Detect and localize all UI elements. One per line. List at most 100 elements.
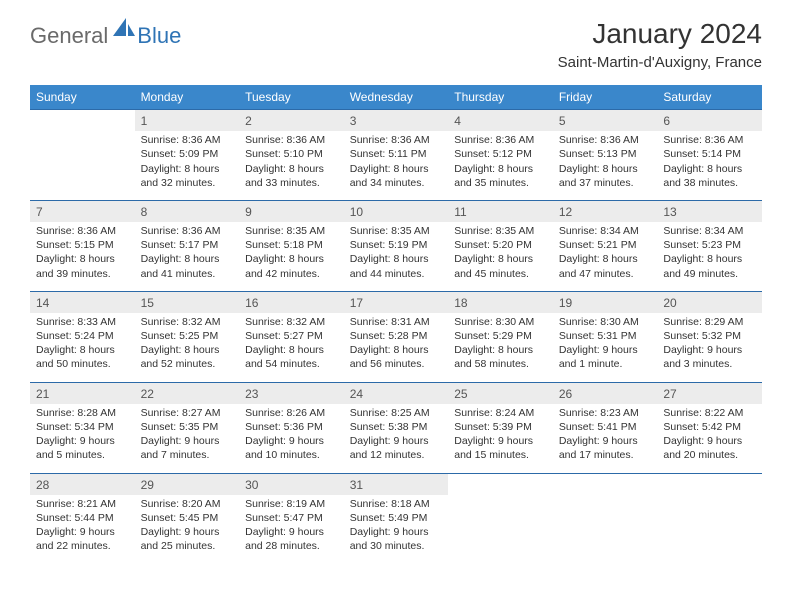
- daylight-text: Daylight: 9 hours: [141, 434, 234, 448]
- day-number: 5: [553, 110, 658, 132]
- daylight-text: Daylight: 9 hours: [350, 434, 443, 448]
- day-info-row: Sunrise: 8:36 AMSunset: 5:09 PMDaylight:…: [30, 131, 762, 200]
- sunset-text: Sunset: 5:19 PM: [350, 238, 443, 252]
- sunrise-text: Sunrise: 8:36 AM: [454, 133, 547, 147]
- daylight-text: Daylight: 8 hours: [663, 252, 756, 266]
- day-cell: Sunrise: 8:36 AMSunset: 5:14 PMDaylight:…: [657, 131, 762, 200]
- day-number: 2: [239, 110, 344, 132]
- day-number: 20: [657, 291, 762, 313]
- day-cell: Sunrise: 8:36 AMSunset: 5:12 PMDaylight:…: [448, 131, 553, 200]
- day-info-row: Sunrise: 8:36 AMSunset: 5:15 PMDaylight:…: [30, 222, 762, 291]
- day-number: 4: [448, 110, 553, 132]
- day-number: 26: [553, 382, 658, 404]
- sunset-text: Sunset: 5:35 PM: [141, 420, 234, 434]
- daylight-text: Daylight: 8 hours: [559, 252, 652, 266]
- day-number: [448, 473, 553, 495]
- day-cell: Sunrise: 8:36 AMSunset: 5:13 PMDaylight:…: [553, 131, 658, 200]
- day-number: 27: [657, 382, 762, 404]
- day-cell: Sunrise: 8:24 AMSunset: 5:39 PMDaylight:…: [448, 404, 553, 473]
- sunset-text: Sunset: 5:28 PM: [350, 329, 443, 343]
- day-number: 24: [344, 382, 449, 404]
- sunrise-text: Sunrise: 8:28 AM: [36, 406, 129, 420]
- sunrise-text: Sunrise: 8:35 AM: [454, 224, 547, 238]
- day-number: 1: [135, 110, 240, 132]
- daylight-text: Daylight: 8 hours: [141, 162, 234, 176]
- sunset-text: Sunset: 5:14 PM: [663, 147, 756, 161]
- sunset-text: Sunset: 5:29 PM: [454, 329, 547, 343]
- logo-sail-icon: [113, 18, 135, 43]
- sunset-text: Sunset: 5:18 PM: [245, 238, 338, 252]
- sunset-text: Sunset: 5:44 PM: [36, 511, 129, 525]
- day-number: 3: [344, 110, 449, 132]
- daylight-text: and 45 minutes.: [454, 267, 547, 281]
- daylight-text: and 12 minutes.: [350, 448, 443, 462]
- day-number: 21: [30, 382, 135, 404]
- daylight-text: and 25 minutes.: [141, 539, 234, 553]
- daylight-text: and 50 minutes.: [36, 357, 129, 371]
- sunrise-text: Sunrise: 8:36 AM: [245, 133, 338, 147]
- daylight-text: Daylight: 9 hours: [141, 525, 234, 539]
- day-number: 19: [553, 291, 658, 313]
- day-number-row: 14151617181920: [30, 291, 762, 313]
- day-cell: Sunrise: 8:23 AMSunset: 5:41 PMDaylight:…: [553, 404, 658, 473]
- day-number: 23: [239, 382, 344, 404]
- day-number: 11: [448, 200, 553, 222]
- daylight-text: and 20 minutes.: [663, 448, 756, 462]
- day-number-row: 21222324252627: [30, 382, 762, 404]
- sunrise-text: Sunrise: 8:31 AM: [350, 315, 443, 329]
- sunset-text: Sunset: 5:27 PM: [245, 329, 338, 343]
- sunrise-text: Sunrise: 8:23 AM: [559, 406, 652, 420]
- day-number: 6: [657, 110, 762, 132]
- day-number: 22: [135, 382, 240, 404]
- calendar-body: 123456 Sunrise: 8:36 AMSunset: 5:09 PMDa…: [30, 110, 762, 564]
- day-cell: Sunrise: 8:34 AMSunset: 5:23 PMDaylight:…: [657, 222, 762, 291]
- day-cell: Sunrise: 8:21 AMSunset: 5:44 PMDaylight:…: [30, 495, 135, 564]
- sunset-text: Sunset: 5:20 PM: [454, 238, 547, 252]
- daylight-text: Daylight: 8 hours: [245, 252, 338, 266]
- day-cell: Sunrise: 8:36 AMSunset: 5:09 PMDaylight:…: [135, 131, 240, 200]
- calendar-table: Sunday Monday Tuesday Wednesday Thursday…: [30, 85, 762, 563]
- daylight-text: Daylight: 9 hours: [245, 434, 338, 448]
- day-cell: Sunrise: 8:19 AMSunset: 5:47 PMDaylight:…: [239, 495, 344, 564]
- sunset-text: Sunset: 5:15 PM: [36, 238, 129, 252]
- logo: General Blue: [30, 18, 181, 53]
- weekday-header: Saturday: [657, 85, 762, 110]
- sunset-text: Sunset: 5:10 PM: [245, 147, 338, 161]
- day-number: [657, 473, 762, 495]
- daylight-text: and 41 minutes.: [141, 267, 234, 281]
- day-number: [553, 473, 658, 495]
- daylight-text: Daylight: 8 hours: [454, 343, 547, 357]
- sunset-text: Sunset: 5:25 PM: [141, 329, 234, 343]
- sunset-text: Sunset: 5:41 PM: [559, 420, 652, 434]
- daylight-text: and 22 minutes.: [36, 539, 129, 553]
- sunset-text: Sunset: 5:49 PM: [350, 511, 443, 525]
- sunrise-text: Sunrise: 8:20 AM: [141, 497, 234, 511]
- header: General Blue January 2024 Saint-Martin-d…: [0, 0, 792, 79]
- sunrise-text: Sunrise: 8:36 AM: [141, 133, 234, 147]
- sunrise-text: Sunrise: 8:21 AM: [36, 497, 129, 511]
- weekday-header: Friday: [553, 85, 658, 110]
- day-number: 10: [344, 200, 449, 222]
- daylight-text: and 5 minutes.: [36, 448, 129, 462]
- weekday-header-row: Sunday Monday Tuesday Wednesday Thursday…: [30, 85, 762, 110]
- daylight-text: and 38 minutes.: [663, 176, 756, 190]
- day-cell: Sunrise: 8:25 AMSunset: 5:38 PMDaylight:…: [344, 404, 449, 473]
- day-cell: Sunrise: 8:28 AMSunset: 5:34 PMDaylight:…: [30, 404, 135, 473]
- sunset-text: Sunset: 5:32 PM: [663, 329, 756, 343]
- sunset-text: Sunset: 5:39 PM: [454, 420, 547, 434]
- daylight-text: Daylight: 9 hours: [663, 343, 756, 357]
- daylight-text: Daylight: 8 hours: [245, 343, 338, 357]
- day-cell: [553, 495, 658, 564]
- day-cell: Sunrise: 8:30 AMSunset: 5:31 PMDaylight:…: [553, 313, 658, 382]
- sunrise-text: Sunrise: 8:32 AM: [245, 315, 338, 329]
- day-cell: Sunrise: 8:32 AMSunset: 5:25 PMDaylight:…: [135, 313, 240, 382]
- daylight-text: Daylight: 8 hours: [350, 252, 443, 266]
- daylight-text: and 42 minutes.: [245, 267, 338, 281]
- daylight-text: and 58 minutes.: [454, 357, 547, 371]
- sunset-text: Sunset: 5:31 PM: [559, 329, 652, 343]
- day-number: 17: [344, 291, 449, 313]
- day-cell: Sunrise: 8:29 AMSunset: 5:32 PMDaylight:…: [657, 313, 762, 382]
- day-cell: Sunrise: 8:20 AMSunset: 5:45 PMDaylight:…: [135, 495, 240, 564]
- daylight-text: Daylight: 8 hours: [350, 162, 443, 176]
- daylight-text: and 52 minutes.: [141, 357, 234, 371]
